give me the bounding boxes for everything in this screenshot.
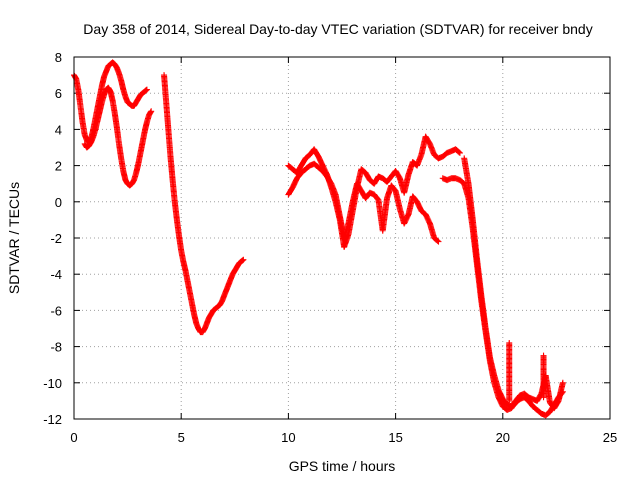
data-point: [239, 257, 246, 264]
y-tick-label: 2: [55, 159, 62, 174]
y-tick-label: -2: [50, 231, 62, 246]
data-point: [240, 256, 247, 263]
x-axis-label: GPS time / hours: [289, 458, 396, 474]
data-point: [456, 149, 463, 156]
data-point: [506, 339, 513, 346]
y-tick-label: -6: [50, 303, 62, 318]
data-point: [456, 149, 463, 156]
x-tick-label: 25: [603, 430, 617, 445]
chart-title: Day 358 of 2014, Sidereal Day-to-day VTE…: [83, 21, 592, 37]
data-point: [435, 238, 442, 245]
plot-frame: [73, 56, 611, 420]
y-tick-label: 8: [55, 50, 62, 65]
data-point: [148, 108, 155, 115]
axis-ticks: 0 5 10 15 20 25 -12 -10 -8 -6 -4 -2 0 2 4 6 8: [43, 50, 617, 445]
x-tick-label: 10: [281, 430, 295, 445]
data-point: [238, 257, 245, 264]
x-tick-label: 0: [70, 430, 77, 445]
y-tick-label: -12: [43, 412, 62, 427]
y-axis-label: SDTVAR / TECUs: [6, 182, 22, 294]
y-tick-label: 0: [55, 195, 62, 210]
x-tick-label: 15: [388, 430, 402, 445]
x-tick-label: 5: [178, 430, 185, 445]
data-point: [559, 379, 566, 386]
y-tick-label: -4: [50, 267, 62, 282]
x-tick-label: 20: [496, 430, 510, 445]
data-point: [143, 87, 150, 94]
y-tick-label: 6: [55, 86, 62, 101]
data-marks: [71, 59, 566, 419]
data-point: [540, 352, 547, 359]
y-tick-label: -10: [43, 376, 62, 391]
data-point: [142, 87, 149, 94]
y-tick-label: -8: [50, 340, 62, 355]
data-point: [434, 237, 441, 244]
y-tick-label: 4: [55, 122, 62, 137]
data-point: [143, 86, 150, 93]
